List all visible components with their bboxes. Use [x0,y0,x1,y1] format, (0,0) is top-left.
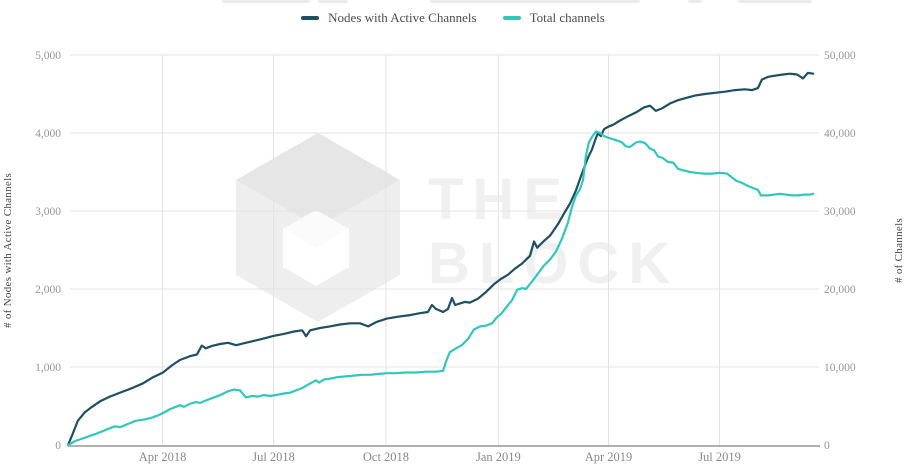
right-axis-tick-label: 40,000 [824,128,856,140]
series-line-nodes-with-active-channels [66,71,815,447]
legend-item-nodes[interactable]: Nodes with Active Channels [301,10,477,26]
left-axis-tick-label: 5,000 [35,50,61,62]
series-line-total-channels [66,130,815,447]
left-axis-tick-label: 4,000 [35,128,61,140]
cropped-title-remnant [318,0,348,3]
right-axis-tick-label: 50,000 [824,50,856,62]
x-axis-tick-label: Jan 2019 [476,450,521,464]
legend: Nodes with Active Channels Total channel… [0,10,906,26]
channels-series-swatch-icon [502,16,521,20]
legend-label-total-channels: Total channels [529,10,605,25]
left-axis-tick-label: 0 [55,440,61,452]
left-axis-tick-label: 3,000 [35,206,61,218]
cropped-title-remnant [688,0,702,3]
watermark-line1: THE [428,167,571,232]
left-axis-tick-label: 1,000 [35,362,61,374]
cropped-title-remnant [222,0,310,3]
x-axis-tick-label: Oct 2018 [363,450,409,464]
x-axis-tick-label: Jul 2018 [252,450,295,464]
right-axis-tick-label: 0 [824,440,830,452]
cropped-title-remnant [738,0,812,3]
right-axis-tick-label: 30,000 [824,206,856,218]
right-axis-tick-label: 20,000 [824,284,856,296]
cropped-title-remnant [430,0,640,3]
watermark-line2: BLOCK [428,231,680,296]
right-axis-tick-label: 10,000 [824,362,856,374]
legend-item-total-channels[interactable]: Total channels [502,10,605,26]
left-axis-tick-label: 2,000 [35,284,61,296]
legend-label-nodes: Nodes with Active Channels [328,10,477,25]
x-axis-tick-label: Apr 2019 [585,450,633,464]
nodes-series-swatch-icon [301,16,320,20]
x-axis-tick-label: Jul 2019 [698,450,741,464]
watermark-text: THE BLOCK [428,168,679,296]
x-axis-tick-label: Apr 2018 [139,450,187,464]
